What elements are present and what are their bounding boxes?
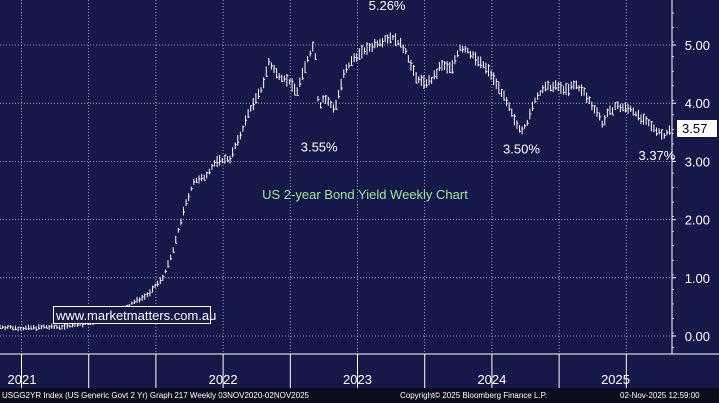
x-year-label: 2024 (477, 372, 506, 387)
annotations: 5.26% 3.55% 3.50% 3.37% (301, 0, 676, 163)
footer-bar: USGG2YR Index (US Generic Govt 2 Yr) Gra… (0, 388, 719, 403)
y-tick-label: 5.00 (685, 38, 710, 53)
y-tick-label: 0.00 (685, 329, 710, 344)
y-tick-label: 1.00 (685, 271, 710, 286)
y-tick-label: 3.00 (685, 154, 710, 169)
chart-title: US 2-year Bond Yield Weekly Chart (262, 187, 468, 202)
annotation-label: 3.37% (638, 148, 675, 163)
x-axis: 2021 2022 2023 2024 2025 (8, 354, 630, 388)
y-tick-label: 2.00 (685, 213, 710, 228)
x-year-label: 2025 (601, 372, 630, 387)
x-year-label: 2021 (8, 372, 37, 387)
x-year-label: 2022 (209, 372, 238, 387)
annotation-label: 5.26% (369, 0, 406, 13)
footer-copyright: Copyright© 2025 Bloomberg Finance L.P. (400, 391, 548, 400)
price-bars (0, 32, 674, 332)
y-tick-label: 4.00 (685, 96, 710, 111)
yield-chart: 0.001.002.003.004.005.00 2021 2022 2023 202… (0, 0, 719, 388)
footer-timestamp: 02-Nov-2025 12:59:00 (620, 391, 700, 400)
x-year-label: 2023 (343, 372, 372, 387)
footer-left: USGG2YR Index (US Generic Govt 2 Yr) Gra… (2, 391, 309, 400)
last-value-badge: 3.57 (677, 120, 717, 137)
annotation-label: 3.55% (301, 139, 338, 154)
watermark-link[interactable]: www.marketmatters.com.au (53, 306, 216, 324)
annotation-label: 3.50% (503, 141, 540, 156)
y-axis: 0.00 1.00 2.00 3.00 4.00 5.00 (672, 12, 710, 348)
